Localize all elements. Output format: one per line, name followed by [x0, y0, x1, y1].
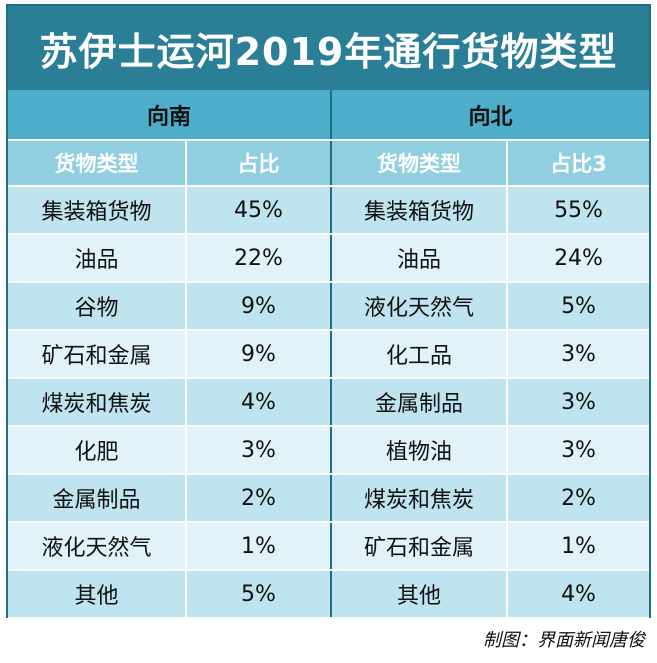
north-cargo-type: 化工品	[331, 330, 509, 379]
north-cargo-share: 3%	[507, 378, 650, 427]
north-cargo-type: 植物油	[331, 426, 509, 475]
table-row: 其他 5% 其他 4%	[8, 570, 650, 619]
credit-text: 制图：界面新闻唐俊	[483, 630, 645, 651]
north-cargo-share: 55%	[507, 186, 650, 235]
south-cargo-share: 22%	[186, 234, 333, 283]
north-cargo-type: 液化天然气	[331, 282, 509, 331]
south-cargo-share: 3%	[186, 426, 333, 475]
direction-header-row: 向南 向北	[8, 90, 650, 141]
south-cargo-share: 2%	[186, 474, 333, 523]
table-row: 化肥 3% 植物油 3%	[8, 426, 650, 475]
south-cargo-type: 谷物	[8, 282, 187, 331]
south-cargo-type: 化肥	[8, 426, 187, 475]
table-row: 金属制品 2% 煤炭和焦炭 2%	[8, 474, 650, 523]
south-cargo-type: 集装箱货物	[8, 186, 187, 235]
south-cargo-share: 1%	[186, 522, 333, 571]
north-cargo-share: 2%	[507, 474, 650, 523]
south-cargo-type: 油品	[8, 234, 187, 283]
south-cargo-share: 45%	[186, 186, 333, 235]
south-cargo-type: 金属制品	[8, 474, 187, 523]
north-type-header: 货物类型	[331, 140, 509, 187]
page-title: 苏伊士运河2019年通行货物类型	[8, 6, 649, 90]
table-row: 集装箱货物 45% 集装箱货物 55%	[8, 186, 650, 235]
direction-north-header: 向北	[331, 90, 650, 141]
north-cargo-share: 24%	[507, 234, 650, 283]
south-cargo-share: 9%	[186, 282, 333, 331]
cargo-table: 向南 向北 货物类型 占比 货物类型 占比3 集装箱货物 45% 集装箱货物 55% 油…	[8, 90, 650, 619]
north-cargo-type: 集装箱货物	[331, 186, 509, 235]
north-cargo-share: 5%	[507, 282, 650, 331]
south-type-header: 货物类型	[8, 140, 187, 187]
north-cargo-share: 3%	[507, 426, 650, 475]
north-cargo-type: 油品	[331, 234, 509, 283]
south-cargo-share: 9%	[186, 330, 333, 379]
south-cargo-share: 4%	[186, 378, 333, 427]
table-row: 煤炭和焦炭 4% 金属制品 3%	[8, 378, 650, 427]
north-cargo-type: 其他	[331, 570, 509, 619]
south-share-header: 占比	[186, 140, 333, 187]
direction-south-header: 向南	[8, 90, 333, 141]
south-cargo-type: 其他	[8, 570, 187, 619]
north-cargo-share: 4%	[507, 570, 650, 619]
north-cargo-type: 矿石和金属	[331, 522, 509, 571]
north-cargo-share: 3%	[507, 330, 650, 379]
north-share-header: 占比3	[507, 140, 650, 187]
south-cargo-type: 煤炭和焦炭	[8, 378, 187, 427]
column-header-row: 货物类型 占比 货物类型 占比3	[8, 140, 650, 187]
table-frame: 苏伊士运河2019年通行货物类型 向南 向北 货物类型 占比 货物类型 占比3 …	[6, 4, 651, 619]
south-cargo-type: 矿石和金属	[8, 330, 187, 379]
south-cargo-type: 液化天然气	[8, 522, 187, 571]
table-row: 谷物 9% 液化天然气 5%	[8, 282, 650, 331]
south-cargo-share: 5%	[186, 570, 333, 619]
table-row: 矿石和金属 9% 化工品 3%	[8, 330, 650, 379]
table-row: 液化天然气 1% 矿石和金属 1%	[8, 522, 650, 571]
north-cargo-share: 1%	[507, 522, 650, 571]
north-cargo-type: 煤炭和焦炭	[331, 474, 509, 523]
table-row: 油品 22% 油品 24%	[8, 234, 650, 283]
north-cargo-type: 金属制品	[331, 378, 509, 427]
